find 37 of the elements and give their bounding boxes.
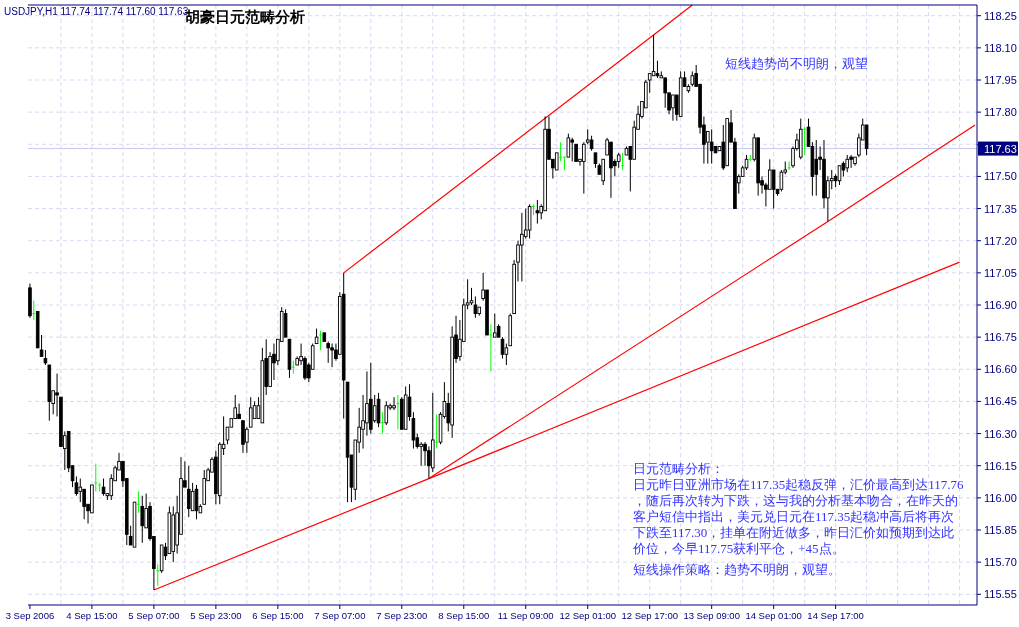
x-tick-label: 7 Sep 23:00 [376,610,428,621]
x-tick-label: 11 Sep 09:00 [497,610,554,621]
y-tick-label: 116.60 [984,363,1017,376]
y-tick-label: 115.55 [984,588,1017,601]
y-tick-label: 117.20 [984,234,1017,247]
x-tick-label: 7 Sep 07:00 [314,610,366,621]
annotation: 短线趋势尚不明朗，观望 [725,56,868,71]
x-tick-label: 14 Sep 17:00 [807,610,864,621]
y-tick-label: 117.80 [984,106,1017,119]
y-tick-label: 118.10 [984,41,1017,54]
y-tick-label: 117.35 [984,202,1017,215]
annotation: 日元昨日亚洲市场在117.35起稳反弹，汇价最高到达117.76，随后再次转为下跌，这与我的分析基本吻合，在昨天的客户短信中指出，美元兑日元在117.35起稳冲高后将再次下跌至117.30，挂单在附近做多，昨日汇价如预期到达此价位，今早117.75获利平仓，+45点。 [632,477,965,556]
annotation: 日元范畴分析： [633,461,724,476]
y-tick-label: 115.85 [984,524,1017,536]
x-tick-label: 5 Sep 23:00 [190,610,242,621]
ref-line-label: 117.63 [984,142,1017,155]
y-tick-label: 118.25 [984,9,1017,22]
y-tick-label: 116.75 [984,331,1017,344]
x-tick-label: 12 Sep 17:00 [621,610,678,621]
x-tick-label: 13 Sep 09:00 [683,610,740,621]
x-tick-label: 8 Sep 15:00 [438,610,490,621]
x-tick-label: 6 Sep 15:00 [252,610,304,621]
y-tick-label: 116.90 [984,299,1017,311]
x-tick-label: 12 Sep 01:00 [559,610,616,621]
y-tick-label: 115.70 [984,556,1017,569]
y-tick-label: 116.00 [984,491,1017,504]
y-tick-label: 117.50 [984,170,1017,183]
y-tick-label: 117.05 [984,266,1017,279]
annotation: 短线操作策略：趋势不明朗，观望。 [633,562,841,577]
y-tick-label: 116.15 [984,459,1017,472]
x-tick-label: 14 Sep 01:00 [745,610,802,621]
y-tick-label: 116.45 [984,395,1017,408]
x-tick-label: 5 Sep 07:00 [128,610,180,621]
x-tick-label: 3 Sep 2006 [5,610,55,621]
x-tick-label: 4 Sep 15:00 [66,610,118,621]
y-tick-label: 117.95 [984,74,1017,86]
y-tick-label: 116.30 [984,427,1017,440]
